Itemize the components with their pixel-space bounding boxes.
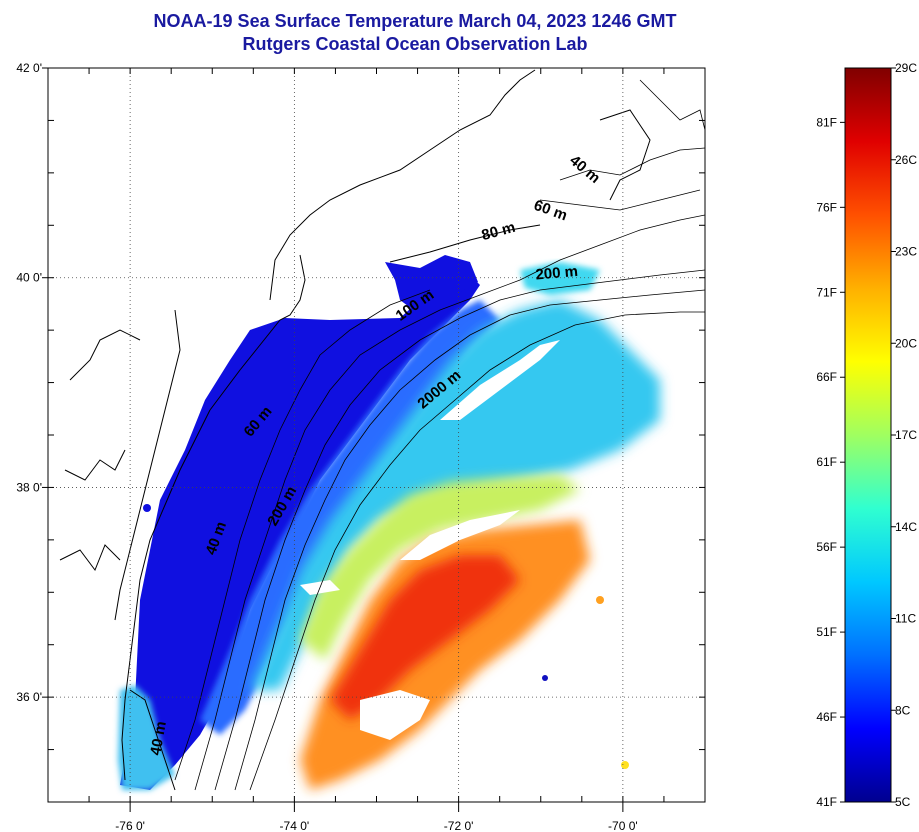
- sst-front-yellow: [300, 475, 580, 660]
- colorbar-f-label: 41F: [816, 795, 837, 809]
- bathymetry-contours: [174, 79, 705, 791]
- coastline: [59, 69, 651, 791]
- colorbar-c-label: 14C: [895, 520, 917, 534]
- contour-80m: [214, 269, 705, 791]
- axis-ticks: -76 0' -74 0' -72 0' -70 0' 42 0' 40 0' 38 0' 3…: [16, 61, 706, 832]
- colorbar-c-label: 5C: [895, 795, 911, 809]
- coastline-inland-1: [69, 329, 141, 381]
- chart-title: NOAA-19 Sea Surface Temperature March 04…: [0, 10, 830, 56]
- sst-nyb-cold: [385, 255, 478, 315]
- colorbar-f-label: 66F: [816, 370, 837, 384]
- lon-tick-label: -76 0': [115, 819, 145, 832]
- colorbar-f-label: 56F: [816, 540, 837, 554]
- coastline-nj: [209, 254, 306, 411]
- coastline-inland-2: [64, 449, 126, 481]
- colorbar-labels: 81F 76F 71F 66F 61F 56F 51F 46F 41F 29C 26C 23C 20C 1…: [816, 61, 917, 809]
- colorbar-c-label: 8C: [895, 703, 911, 717]
- coastline-outer-banks: [129, 689, 176, 791]
- coastline-main: [269, 69, 536, 301]
- lon-tick-label: -72 0': [444, 819, 474, 832]
- lat-tick-label: 38 0': [16, 480, 42, 494]
- lat-tick-label: 40 0': [16, 271, 42, 285]
- contour-label: 40 m: [147, 720, 170, 757]
- colorbar-c-label: 26C: [895, 153, 917, 167]
- coastline-long-island: [389, 224, 541, 263]
- colorbar-c-label: 17C: [895, 428, 917, 442]
- lon-tick-label: -74 0': [280, 819, 310, 832]
- sst-cloud-gap-4: [360, 690, 430, 740]
- sst-coastal-cyan: [118, 685, 175, 790]
- lat-tick-label: 36 0': [16, 690, 42, 704]
- colorbar-c-label: 11C: [895, 612, 916, 626]
- lon-tick-label: -70 0': [608, 819, 638, 832]
- contour-200m: [234, 289, 705, 791]
- coastline-delmarva: [121, 409, 211, 781]
- colorbar-f-label: 71F: [816, 285, 837, 299]
- sst-warm-patch: [596, 596, 604, 604]
- colorbar-c-label: 20C: [895, 336, 917, 350]
- title-line-2: Rutgers Coastal Ocean Observation Lab: [242, 34, 588, 54]
- sst-cold-patch: [542, 675, 548, 681]
- contour-label: 200 m: [535, 263, 579, 284]
- sst-slope-cyan: [250, 300, 660, 690]
- colorbar-f-label: 51F: [816, 625, 837, 639]
- sst-cold-patch: [143, 504, 151, 512]
- contour-2000m: [249, 311, 705, 791]
- title-line-1: NOAA-19 Sea Surface Temperature March 04…: [153, 11, 677, 31]
- coastline-inland-3: [59, 544, 121, 572]
- contour-gom-1: [559, 147, 705, 181]
- colorbar-f-label: 76F: [816, 200, 837, 214]
- contour-gom-3: [639, 79, 705, 131]
- sst-cloud-gap-1: [400, 510, 520, 560]
- contour-40m: [174, 289, 431, 781]
- sst-warm-red: [330, 555, 520, 720]
- sst-cloud-gap-2: [440, 340, 560, 420]
- contour-60m: [194, 214, 705, 791]
- coastline-chesapeake: [114, 309, 181, 621]
- sst-warm-patch: [621, 761, 629, 769]
- colorbar-f-label: 46F: [816, 710, 837, 724]
- colorbar-c-label: 23C: [895, 245, 917, 259]
- colorbar: [844, 67, 892, 803]
- colorbar-f-label: 81F: [816, 115, 837, 129]
- contour-gom-2: [539, 189, 701, 211]
- colorbar-c-label: 29C: [895, 61, 917, 75]
- lat-tick-label: 42 0': [16, 61, 42, 75]
- coastline-cape-cod: [599, 109, 651, 201]
- sst-field: [118, 255, 660, 790]
- colorbar-f-label: 61F: [816, 455, 837, 469]
